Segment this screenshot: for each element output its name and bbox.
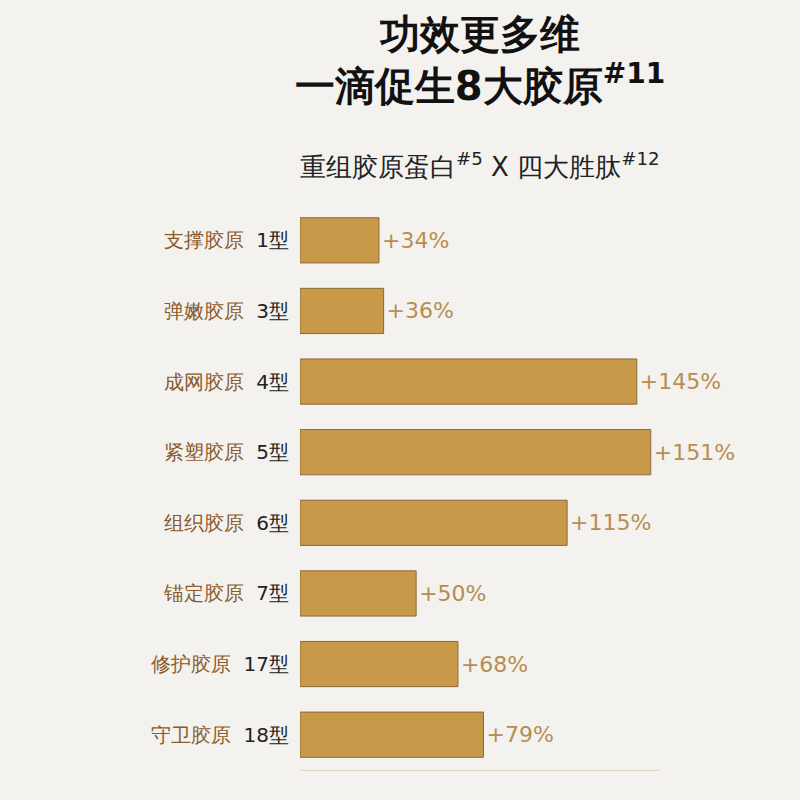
svg-text:修护胶原 17型: 修护胶原 17型: [151, 652, 289, 676]
svg-text:紧塑胶原 5型: 紧塑胶原 5型: [164, 440, 289, 464]
svg-text:弹嫩胶原 3型: 弹嫩胶原 3型: [164, 299, 289, 323]
svg-text:成网胶原 4型: 成网胶原 4型: [164, 370, 289, 394]
svg-text:+68%: +68%: [461, 652, 528, 677]
svg-text:支撑胶原 1型: 支撑胶原 1型: [164, 228, 289, 252]
svg-text:+36%: +36%: [387, 298, 454, 323]
svg-text:+151%: +151%: [654, 440, 735, 465]
svg-text:守卫胶原 18型: 守卫胶原 18型: [151, 723, 289, 747]
svg-text:功效更多维一滴促生8大胶原​#11​: 功效更多维一滴促生8大胶原​#11​: [295, 11, 665, 109]
svg-text:+79%: +79%: [486, 722, 553, 747]
svg-text:+34%: +34%: [382, 228, 449, 253]
svg-text:组织胶原 6型: 组织胶原 6型: [164, 511, 289, 535]
svg-text:重组胶原蛋白​#5​ X 四大胜肽​#12​: 重组胶原蛋白​#5​ X 四大胜肽​#12​: [300, 148, 660, 182]
svg-text:+115%: +115%: [570, 510, 651, 535]
svg-text:锚定胶原 7型: 锚定胶原 7型: [163, 581, 289, 605]
svg-text:+145%: +145%: [640, 369, 721, 394]
svg-text:+50%: +50%: [419, 581, 486, 606]
